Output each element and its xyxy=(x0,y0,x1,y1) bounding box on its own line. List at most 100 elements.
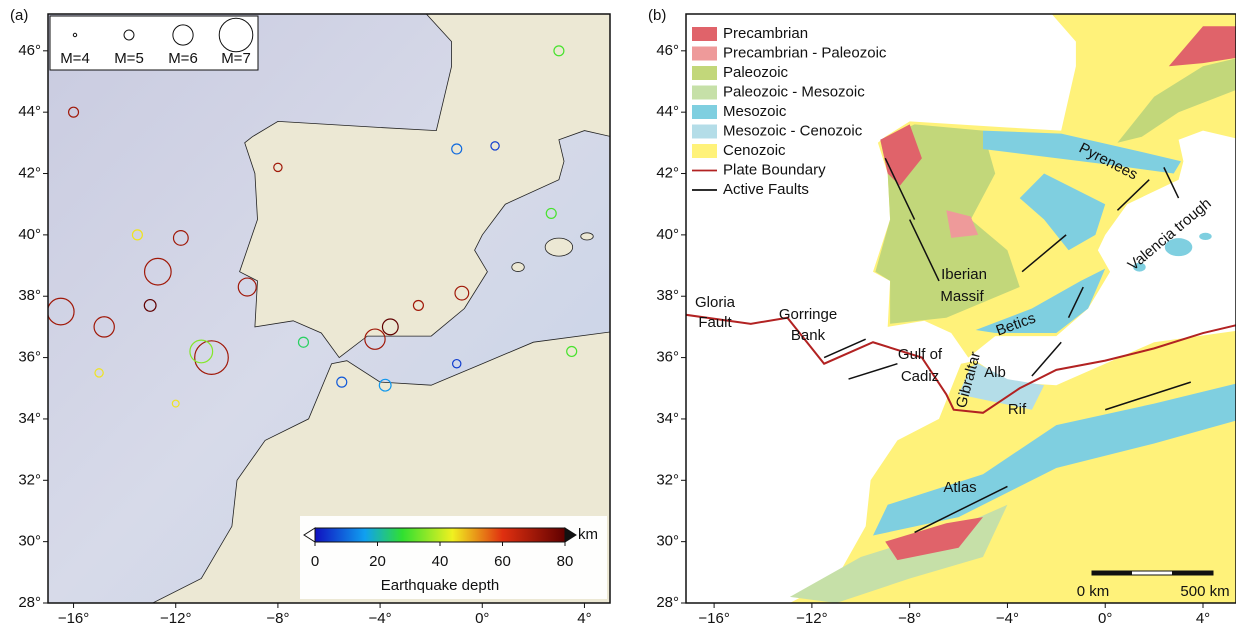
island xyxy=(544,237,574,257)
y-tick-label: 30° xyxy=(18,533,41,550)
legend-label: Mesozoic - Cenozoic xyxy=(723,122,863,139)
place-label: Atlas xyxy=(943,479,976,496)
earthquake xyxy=(48,297,75,326)
earthquake xyxy=(490,141,500,151)
active-fault xyxy=(1104,381,1192,411)
earthquake xyxy=(172,229,189,246)
x-tick-label: −4° xyxy=(996,610,1019,627)
map-frame xyxy=(47,13,611,604)
place-label: Alb xyxy=(984,364,1006,381)
y-tick-label: 40° xyxy=(656,226,679,243)
legend-swatch xyxy=(692,144,717,158)
active-fault xyxy=(1031,341,1062,377)
place-label: Rif xyxy=(1008,401,1027,418)
magnitude-label: M=7 xyxy=(221,50,251,67)
legend-swatch xyxy=(692,124,717,139)
land xyxy=(239,14,610,359)
island xyxy=(1199,232,1212,241)
legend-label: Paleozoic xyxy=(723,64,789,81)
scale-label: 500 km xyxy=(1180,583,1229,600)
magnitude-label: M=5 xyxy=(114,50,144,67)
earthquake xyxy=(336,376,348,388)
x-tick-label: −8° xyxy=(266,610,289,627)
earthquake xyxy=(94,368,104,378)
scale-bar-seg xyxy=(1172,571,1213,575)
place-label: Bank xyxy=(791,327,826,344)
active-fault xyxy=(908,219,940,282)
earthquake xyxy=(454,285,470,301)
active-fault xyxy=(914,485,1008,534)
earthquake xyxy=(237,277,257,297)
x-tick-label: −16° xyxy=(58,610,89,627)
island xyxy=(580,232,594,241)
geology-unit xyxy=(875,124,1020,324)
geology-unit xyxy=(975,268,1106,333)
geology-unit xyxy=(946,210,979,238)
active-fault xyxy=(823,338,866,359)
x-tick-label: −4° xyxy=(369,610,392,627)
y-tick-label: 28° xyxy=(656,594,679,611)
place-label: Cadiz xyxy=(901,368,939,385)
earthquake xyxy=(194,340,229,375)
geology-unit xyxy=(1168,26,1236,67)
map-b xyxy=(686,14,1236,603)
x-tick-label: −16° xyxy=(698,610,729,627)
earthquake xyxy=(171,399,180,408)
geology-unit xyxy=(983,130,1181,174)
magnitude-symbol xyxy=(218,17,254,53)
active-fault xyxy=(1116,179,1150,211)
x-tick-label: 0° xyxy=(475,610,489,627)
earthquake xyxy=(545,207,557,219)
active-fault xyxy=(1163,167,1180,199)
earthquake xyxy=(273,162,283,173)
y-tick-label: 44° xyxy=(18,103,41,120)
colorbar-tick-label: 80 xyxy=(557,553,574,570)
magnitude-label: M=6 xyxy=(168,50,198,67)
colorbar-tick-label: 60 xyxy=(494,553,511,570)
legend-label: Precambrian xyxy=(723,25,808,42)
earthquake xyxy=(143,257,172,286)
earthquake xyxy=(143,298,157,312)
active-fault xyxy=(884,157,916,220)
colorbar xyxy=(314,527,566,543)
legend-label: Mesozoic xyxy=(723,103,787,120)
y-tick-label: 44° xyxy=(656,103,679,120)
y-tick-label: 32° xyxy=(656,471,679,488)
colorbar-tick-label: 20 xyxy=(369,553,386,570)
earthquake xyxy=(451,358,462,369)
legend-label: Plate Boundary xyxy=(723,161,826,178)
y-tick-label: 30° xyxy=(656,533,679,550)
x-tick-label: −12° xyxy=(796,610,827,627)
y-tick-label: 46° xyxy=(656,42,679,59)
colorbar-arrow-low xyxy=(303,527,316,543)
earthquake xyxy=(93,316,115,338)
y-tick-label: 46° xyxy=(18,42,41,59)
island xyxy=(511,262,525,272)
earthquake xyxy=(378,378,392,392)
y-tick-label: 42° xyxy=(656,164,679,181)
magnitude-symbol xyxy=(123,29,135,41)
legend-label: Cenozoic xyxy=(723,142,786,159)
plate-boundary xyxy=(686,313,1236,414)
legend-swatch xyxy=(692,46,717,61)
earthquake xyxy=(189,339,214,364)
active-fault xyxy=(1067,286,1084,319)
earthquake xyxy=(67,106,80,118)
place-label: Gloria xyxy=(695,294,736,311)
colorbar-title: Earthquake depth xyxy=(381,577,499,594)
y-tick-label: 28° xyxy=(18,594,41,611)
magnitude-symbol xyxy=(72,32,78,38)
y-tick-label: 32° xyxy=(18,471,41,488)
earthquake xyxy=(364,328,386,350)
y-tick-label: 40° xyxy=(18,226,41,243)
y-tick-label: 34° xyxy=(656,410,679,427)
place-label: Gorringe xyxy=(779,306,837,323)
magnitude-symbol xyxy=(172,24,194,46)
earthquake xyxy=(381,318,399,336)
earthquake xyxy=(566,345,578,358)
legend-swatch xyxy=(692,105,717,119)
earthquake xyxy=(553,45,565,57)
earthquake xyxy=(131,229,143,241)
magnitude-label: M=4 xyxy=(60,50,90,67)
active-fault xyxy=(848,363,898,380)
